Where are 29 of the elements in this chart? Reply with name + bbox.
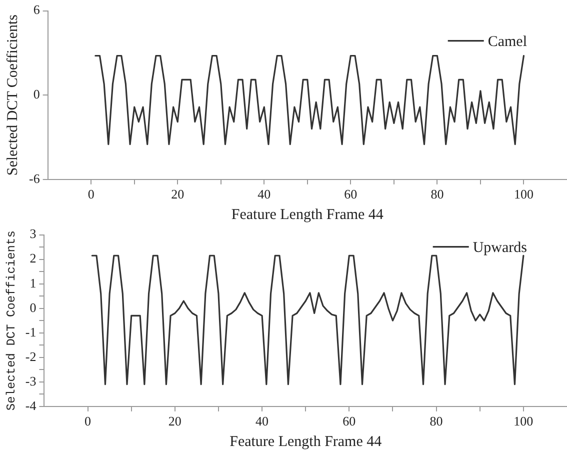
x-tick-label: 100 <box>514 186 534 202</box>
y-tick-label: 6 <box>33 2 40 18</box>
y-tick-label: 0 <box>30 300 36 315</box>
x-tick-label: 0 <box>88 186 94 202</box>
y-axis-title: Selected DCT Coefficients <box>4 14 21 176</box>
x-axis-title: Feature Length Frame 44 <box>231 206 384 223</box>
y-tick-label: 2 <box>30 250 36 266</box>
x-tick-label: 20 <box>171 186 184 202</box>
y-tick-label: -2 <box>25 348 36 364</box>
x-tick-label: 40 <box>256 414 269 429</box>
y-tick-label: -1 <box>25 324 36 340</box>
x-tick-label: 40 <box>258 186 271 202</box>
y-axis-title: Selected DCT Coefficients <box>4 230 18 411</box>
y-tick-label: -6 <box>28 170 40 186</box>
x-tick-label: 80 <box>430 186 444 202</box>
x-tick-label: 80 <box>430 414 443 429</box>
x-tick-label: 60 <box>342 414 356 429</box>
y-tick-label: 3 <box>30 226 36 242</box>
x-tick-label: 100 <box>514 414 534 429</box>
y-tick-label: -3 <box>25 373 36 388</box>
x-tick-label: 0 <box>84 414 92 429</box>
x-axis-title: Feature Length Frame 44 <box>230 434 382 450</box>
y-tick-label: 1 <box>30 275 36 290</box>
y-tick-label: 0 <box>33 86 40 102</box>
legend-label: Upwards <box>472 240 528 256</box>
legend-label: Camel <box>488 34 527 50</box>
x-tick-label: 60 <box>344 186 358 202</box>
x-tick-label: 20 <box>168 414 182 429</box>
y-tick-label: -4 <box>25 398 37 413</box>
